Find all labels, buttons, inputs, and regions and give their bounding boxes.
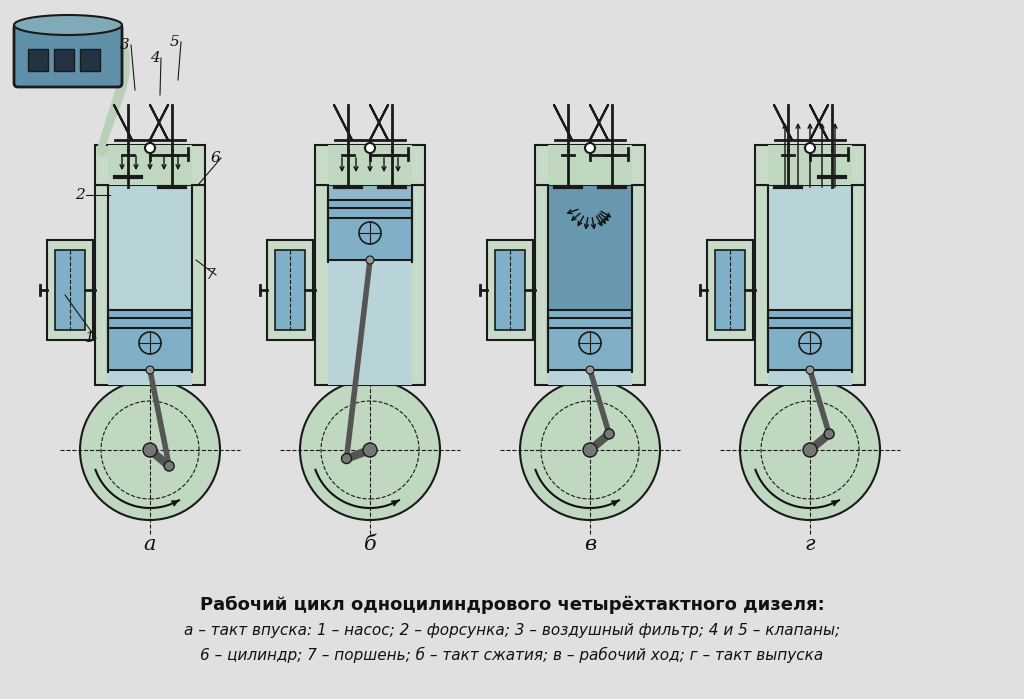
Bar [55,250,85,330]
Circle shape [342,454,351,463]
Circle shape [520,380,660,520]
Bar [487,240,534,340]
Bar [95,145,205,185]
Circle shape [583,443,597,457]
Ellipse shape [14,15,122,35]
Bar [108,185,193,310]
Bar [768,310,852,370]
Bar [328,185,412,200]
Text: 5: 5 [170,35,180,49]
Circle shape [824,429,835,439]
Circle shape [164,461,174,471]
Circle shape [300,380,440,520]
Bar [315,185,425,385]
Circle shape [586,366,594,374]
Bar [108,370,193,385]
Bar [275,250,305,330]
Bar [768,185,852,310]
Circle shape [585,143,595,153]
Text: б: б [364,535,377,554]
Bar [548,370,632,385]
Bar [535,145,645,185]
Circle shape [362,443,377,457]
Text: а – такт впуска: 1 – насос; 2 – форсунка; 3 – воздушный фильтр; 4 и 5 – клапаны;: а – такт впуска: 1 – насос; 2 – форсунка… [184,623,840,637]
Text: Рабочий цикл одноцилиндрового четырёхтактного дизеля:: Рабочий цикл одноцилиндрового четырёхтак… [200,596,824,614]
Text: 7: 7 [205,268,215,282]
Circle shape [805,143,815,153]
Circle shape [146,366,154,374]
Bar [715,250,745,330]
Bar [108,145,193,185]
Circle shape [803,443,817,457]
Bar [707,240,753,340]
Bar [548,310,632,370]
Circle shape [740,380,880,520]
Circle shape [145,143,155,153]
Text: а: а [143,535,157,554]
Bar [328,260,412,385]
FancyBboxPatch shape [14,24,122,87]
Text: 1: 1 [85,331,95,345]
Circle shape [143,443,157,457]
Text: 3: 3 [120,38,130,52]
Bar [328,200,412,260]
Bar [54,49,74,71]
Circle shape [366,256,374,264]
Bar [495,250,525,330]
Circle shape [80,380,220,520]
Bar [328,145,412,185]
Text: 6 – цилиндр; 7 – поршень; б – такт сжатия; в – рабочий ход; г – такт выпуска: 6 – цилиндр; 7 – поршень; б – такт сжати… [201,647,823,663]
Bar [80,49,100,71]
Bar [768,145,852,185]
Circle shape [806,366,814,374]
Bar [768,370,852,385]
Bar [755,145,865,185]
Text: 4: 4 [151,51,160,65]
Bar [315,145,425,185]
Bar [267,240,313,340]
Circle shape [365,143,375,153]
Circle shape [604,429,614,439]
Bar [548,145,632,185]
Text: г: г [805,535,815,554]
Text: 2: 2 [75,188,85,202]
Bar [95,185,205,385]
Bar [548,185,632,310]
Text: 6: 6 [210,151,220,165]
Bar [535,185,645,385]
Bar [755,185,865,385]
Bar [47,240,93,340]
Text: в: в [584,535,596,554]
Bar [28,49,48,71]
Bar [108,310,193,370]
